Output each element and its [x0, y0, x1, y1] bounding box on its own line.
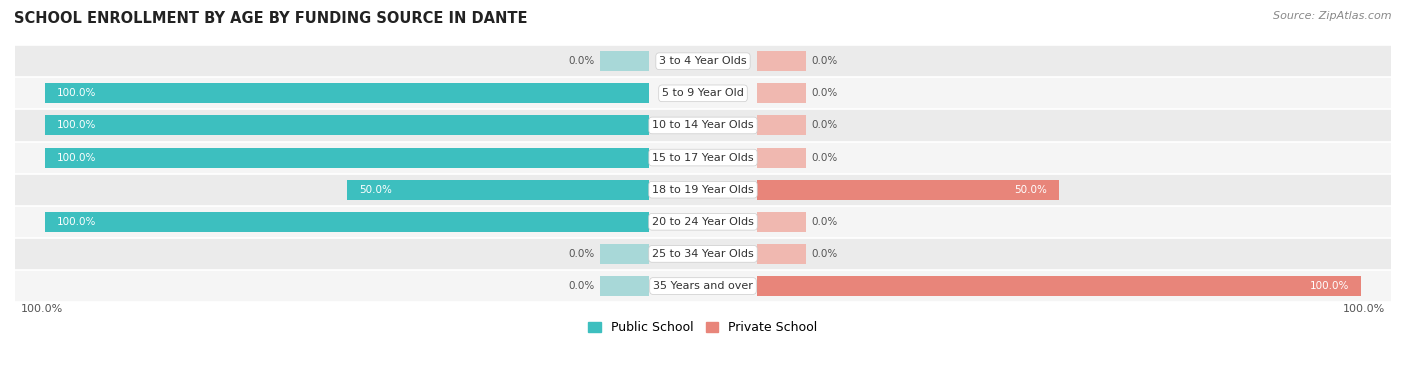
- Bar: [45, 148, 648, 167]
- Text: 100.0%: 100.0%: [58, 217, 97, 227]
- Bar: [600, 244, 648, 264]
- Text: SCHOOL ENROLLMENT BY AGE BY FUNDING SOURCE IN DANTE: SCHOOL ENROLLMENT BY AGE BY FUNDING SOUR…: [14, 11, 527, 26]
- Text: 5 to 9 Year Old: 5 to 9 Year Old: [662, 88, 744, 98]
- Bar: [15, 45, 1391, 77]
- Text: 0.0%: 0.0%: [811, 217, 838, 227]
- Bar: [15, 206, 1391, 238]
- Bar: [758, 212, 806, 232]
- Bar: [15, 238, 1391, 270]
- Bar: [15, 77, 1391, 109]
- Bar: [758, 51, 806, 71]
- Bar: [347, 180, 648, 200]
- Text: 50.0%: 50.0%: [1014, 185, 1047, 195]
- Text: 25 to 34 Year Olds: 25 to 34 Year Olds: [652, 249, 754, 259]
- Text: 0.0%: 0.0%: [811, 153, 838, 162]
- Text: 100.0%: 100.0%: [58, 120, 97, 130]
- Text: 100.0%: 100.0%: [58, 153, 97, 162]
- Bar: [45, 83, 648, 103]
- Text: 0.0%: 0.0%: [568, 281, 595, 291]
- Text: 18 to 19 Year Olds: 18 to 19 Year Olds: [652, 185, 754, 195]
- Text: 50.0%: 50.0%: [359, 185, 392, 195]
- Bar: [600, 51, 648, 71]
- Text: 0.0%: 0.0%: [568, 56, 595, 66]
- Bar: [758, 115, 806, 135]
- Text: 20 to 24 Year Olds: 20 to 24 Year Olds: [652, 217, 754, 227]
- Text: 3 to 4 Year Olds: 3 to 4 Year Olds: [659, 56, 747, 66]
- Text: 0.0%: 0.0%: [811, 249, 838, 259]
- Text: 0.0%: 0.0%: [811, 120, 838, 130]
- Text: 100.0%: 100.0%: [1343, 304, 1385, 314]
- Text: Source: ZipAtlas.com: Source: ZipAtlas.com: [1274, 11, 1392, 21]
- Bar: [758, 148, 806, 167]
- Text: 15 to 17 Year Olds: 15 to 17 Year Olds: [652, 153, 754, 162]
- Text: 100.0%: 100.0%: [21, 304, 63, 314]
- Text: 0.0%: 0.0%: [811, 56, 838, 66]
- Legend: Public School, Private School: Public School, Private School: [588, 321, 818, 334]
- Text: 100.0%: 100.0%: [1309, 281, 1348, 291]
- Text: 0.0%: 0.0%: [811, 88, 838, 98]
- Bar: [15, 109, 1391, 141]
- Bar: [15, 270, 1391, 302]
- Bar: [758, 244, 806, 264]
- Bar: [758, 276, 1361, 296]
- Text: 10 to 14 Year Olds: 10 to 14 Year Olds: [652, 120, 754, 130]
- Text: 0.0%: 0.0%: [568, 249, 595, 259]
- Bar: [15, 141, 1391, 174]
- Bar: [758, 83, 806, 103]
- Bar: [600, 276, 648, 296]
- Text: 35 Years and over: 35 Years and over: [652, 281, 754, 291]
- Bar: [45, 212, 648, 232]
- Bar: [15, 174, 1391, 206]
- Bar: [758, 180, 1059, 200]
- Text: 100.0%: 100.0%: [58, 88, 97, 98]
- Bar: [45, 115, 648, 135]
